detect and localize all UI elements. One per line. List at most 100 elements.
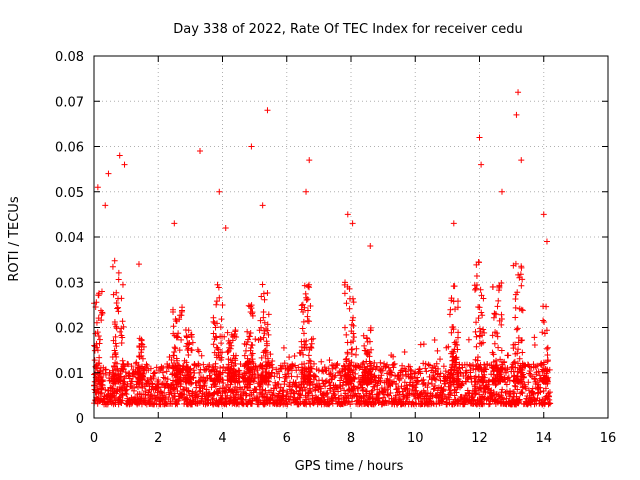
data-point bbox=[347, 367, 354, 374]
data-point bbox=[352, 351, 359, 358]
data-points bbox=[91, 89, 554, 408]
data-point bbox=[480, 367, 487, 374]
data-point bbox=[291, 353, 298, 360]
data-point bbox=[414, 378, 421, 385]
data-point bbox=[265, 359, 272, 366]
data-point bbox=[510, 345, 517, 352]
data-point bbox=[105, 170, 112, 177]
data-point bbox=[262, 326, 269, 333]
x-tick-label: 14 bbox=[535, 431, 552, 446]
data-point bbox=[241, 340, 248, 347]
data-point bbox=[397, 375, 404, 382]
data-point bbox=[431, 382, 438, 389]
data-point bbox=[472, 328, 479, 335]
data-point bbox=[241, 352, 248, 359]
data-point bbox=[135, 261, 142, 268]
data-point bbox=[442, 368, 449, 375]
data-point bbox=[515, 89, 522, 96]
data-point bbox=[522, 385, 529, 392]
data-point bbox=[408, 368, 415, 375]
data-point bbox=[225, 361, 232, 368]
data-point bbox=[308, 388, 315, 395]
data-point bbox=[512, 260, 519, 267]
data-point bbox=[260, 314, 267, 321]
data-point bbox=[476, 259, 483, 266]
data-point bbox=[283, 374, 290, 381]
data-point bbox=[224, 349, 231, 356]
data-point bbox=[301, 282, 308, 289]
data-point bbox=[119, 357, 126, 364]
data-point bbox=[311, 360, 318, 367]
data-point bbox=[433, 360, 440, 367]
data-point bbox=[367, 327, 374, 334]
data-point bbox=[234, 394, 241, 401]
data-point bbox=[160, 364, 167, 371]
data-point bbox=[518, 264, 525, 271]
data-point bbox=[467, 369, 474, 376]
data-point bbox=[409, 373, 416, 380]
data-point bbox=[477, 286, 484, 293]
data-point bbox=[364, 335, 371, 342]
data-point bbox=[264, 340, 271, 347]
data-point bbox=[331, 391, 338, 398]
data-point bbox=[307, 385, 314, 392]
data-point bbox=[543, 345, 550, 352]
data-point bbox=[135, 383, 142, 390]
data-point bbox=[307, 401, 314, 408]
data-point bbox=[212, 324, 219, 331]
data-point bbox=[261, 330, 268, 337]
data-point bbox=[262, 347, 269, 354]
data-point bbox=[94, 400, 101, 407]
data-point bbox=[345, 371, 352, 378]
data-point bbox=[185, 327, 192, 334]
data-point bbox=[181, 391, 188, 398]
data-point bbox=[435, 394, 442, 401]
x-tick-label: 8 bbox=[347, 431, 355, 446]
data-point bbox=[541, 330, 548, 337]
data-point bbox=[110, 362, 117, 369]
data-point bbox=[110, 392, 117, 399]
data-point bbox=[302, 290, 309, 297]
data-point bbox=[210, 330, 217, 337]
data-point bbox=[95, 292, 102, 299]
data-point bbox=[368, 389, 375, 396]
data-point bbox=[259, 375, 266, 382]
data-point bbox=[358, 381, 365, 388]
axis-ticks bbox=[93, 55, 609, 419]
y-tick-label: 0.02 bbox=[55, 322, 84, 337]
data-point bbox=[259, 202, 266, 209]
data-point bbox=[505, 352, 512, 359]
data-point bbox=[115, 276, 122, 283]
data-point bbox=[368, 346, 375, 353]
data-point bbox=[244, 338, 251, 345]
data-point bbox=[116, 152, 123, 159]
data-point bbox=[323, 391, 330, 398]
data-point bbox=[499, 386, 506, 393]
data-point bbox=[541, 367, 548, 374]
data-point bbox=[475, 315, 482, 322]
data-point bbox=[215, 371, 222, 378]
data-point bbox=[443, 395, 450, 402]
data-point bbox=[424, 384, 431, 391]
y-tick-label: 0.04 bbox=[55, 231, 84, 246]
data-point bbox=[512, 295, 519, 302]
data-point bbox=[478, 292, 485, 299]
data-point bbox=[532, 363, 539, 370]
data-point bbox=[448, 389, 455, 396]
data-point bbox=[95, 360, 102, 367]
data-point bbox=[505, 374, 512, 381]
data-point bbox=[247, 309, 254, 316]
data-point bbox=[531, 342, 538, 349]
data-point bbox=[115, 308, 122, 315]
data-point bbox=[119, 397, 126, 404]
data-point bbox=[98, 288, 105, 295]
data-point bbox=[537, 388, 544, 395]
data-point bbox=[378, 372, 385, 379]
data-point bbox=[269, 364, 276, 371]
data-point bbox=[281, 378, 288, 385]
y-tick-label: 0 bbox=[76, 412, 84, 427]
data-point bbox=[102, 371, 109, 378]
data-point bbox=[134, 374, 141, 381]
data-point bbox=[343, 300, 350, 307]
